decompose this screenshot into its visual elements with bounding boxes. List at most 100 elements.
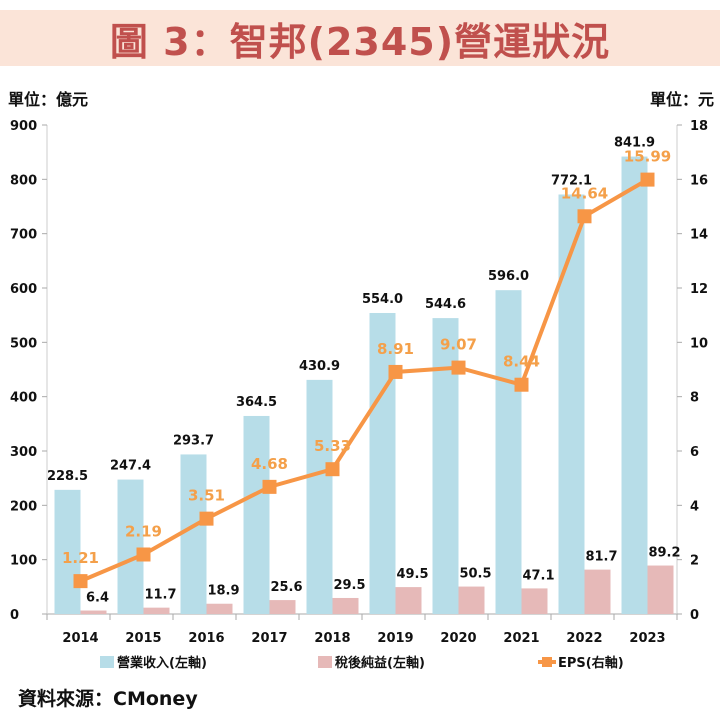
eps-label: 9.07 [440,336,477,354]
left-tick-label: 200 [10,499,37,514]
eps-marker [73,574,88,589]
eps-label: 5.33 [314,437,351,455]
chart-title: 圖 3：智邦(2345)營運狀況 [109,19,611,64]
revenue-label: 430.9 [299,359,340,374]
net-income-bar [647,565,674,614]
net-income-bar [584,569,611,614]
source-note: 資料來源：CMoney [18,688,198,710]
revenue-label: 596.0 [488,269,529,284]
eps-line [79,177,649,583]
left-tick-label: 400 [10,391,37,406]
revenue-label: 293.7 [173,433,214,448]
net-income-bar [206,603,233,614]
left-unit-label: 單位：億元 [8,90,89,109]
net-income-bar [458,586,485,614]
eps-marker [136,547,151,562]
x-tick-label: 2015 [125,631,161,646]
net-income-bar [80,610,107,614]
left-tick-label: 500 [10,336,37,351]
revenue-label: 364.5 [236,395,277,410]
left-tick-label: 600 [10,282,37,297]
x-tick-label: 2018 [314,631,350,646]
eps-marker [199,511,214,526]
left-tick-label: 300 [10,445,37,460]
x-tick-label: 2016 [188,631,224,646]
revenue-label: 228.5 [47,469,88,484]
right-tick-label: 10 [690,336,708,351]
eps-label: 2.19 [125,523,162,541]
eps-marker [325,462,340,477]
eps-label: 1.21 [62,549,99,567]
eps-marker [262,479,277,494]
right-tick-label: 14 [690,228,708,243]
legend-net-income-label: 稅後純益(左軸) [335,655,425,671]
net-income-label: 89.2 [648,546,680,561]
x-tick-label: 2017 [251,631,287,646]
right-tick-label: 8 [690,391,699,406]
legend-eps-marker [542,657,552,667]
revenue-bar [243,415,270,614]
right-unit-label: 單位：元 [649,90,714,109]
net-income-label: 47.1 [522,568,554,583]
right-tick-label: 18 [690,119,708,134]
eps-marker [388,364,403,379]
net-income-bar [143,607,170,614]
revenue-bar [621,156,648,614]
legend-revenue-label: 營業收入(左軸) [117,655,207,671]
left-tick-label: 0 [10,608,19,623]
x-tick-label: 2021 [503,631,539,646]
net-income-bar [521,588,548,614]
revenue-bar [117,479,144,614]
revenue-label: 841.9 [614,136,655,151]
legend-revenue-swatch [100,656,114,668]
net-income-label: 29.5 [333,578,365,593]
net-income-label: 25.6 [270,580,302,595]
left-tick-label: 100 [10,554,37,569]
revenue-label: 544.6 [425,297,466,312]
left-tick-label: 700 [10,228,37,243]
right-tick-label: 16 [690,173,708,188]
title-band: 圖 3：智邦(2345)營運狀況 [0,10,720,66]
right-tick-label: 12 [690,282,708,297]
net-income-label: 11.7 [144,588,176,603]
right-tick-label: 6 [690,445,699,460]
revenue-bar [54,489,81,614]
revenue-label: 772.1 [551,173,592,188]
net-income-bar [395,587,422,614]
revenue-label: 247.4 [110,459,151,474]
net-income-label: 50.5 [459,567,491,582]
eps-marker [514,377,529,392]
eps-marker [451,360,466,375]
net-income-label: 49.5 [396,567,428,582]
revenue-label: 554.0 [362,292,403,307]
revenue-bar [180,454,207,614]
eps-label: 15.99 [624,148,671,166]
right-tick-label: 0 [690,608,699,623]
net-income-label: 81.7 [585,550,617,565]
eps-label: 4.68 [251,455,288,473]
eps-marker [640,172,655,187]
eps-label: 8.44 [503,353,540,371]
right-tick-label: 4 [690,499,699,514]
net-income-bar [269,600,296,614]
net-income-label: 18.9 [207,584,239,599]
left-tick-label: 800 [10,173,37,188]
x-tick-label: 2014 [62,631,98,646]
x-tick-label: 2023 [629,631,665,646]
revenue-bar [369,312,396,614]
revenue-bar [558,194,585,614]
x-tick-label: 2020 [440,631,476,646]
eps-label: 3.51 [188,487,225,505]
left-tick-label: 900 [10,119,37,134]
revenue-bar [495,290,522,614]
legend-eps-label: EPS(右軸) [558,655,624,671]
revenue-bar [306,379,333,614]
net-income-bar [332,597,359,614]
eps-marker [577,209,592,224]
x-tick-label: 2019 [377,631,413,646]
x-tick-label: 2022 [566,631,602,646]
net-income-label: 6.4 [86,591,109,606]
legend-net-income-swatch [318,656,332,668]
eps-label: 14.64 [561,184,608,202]
